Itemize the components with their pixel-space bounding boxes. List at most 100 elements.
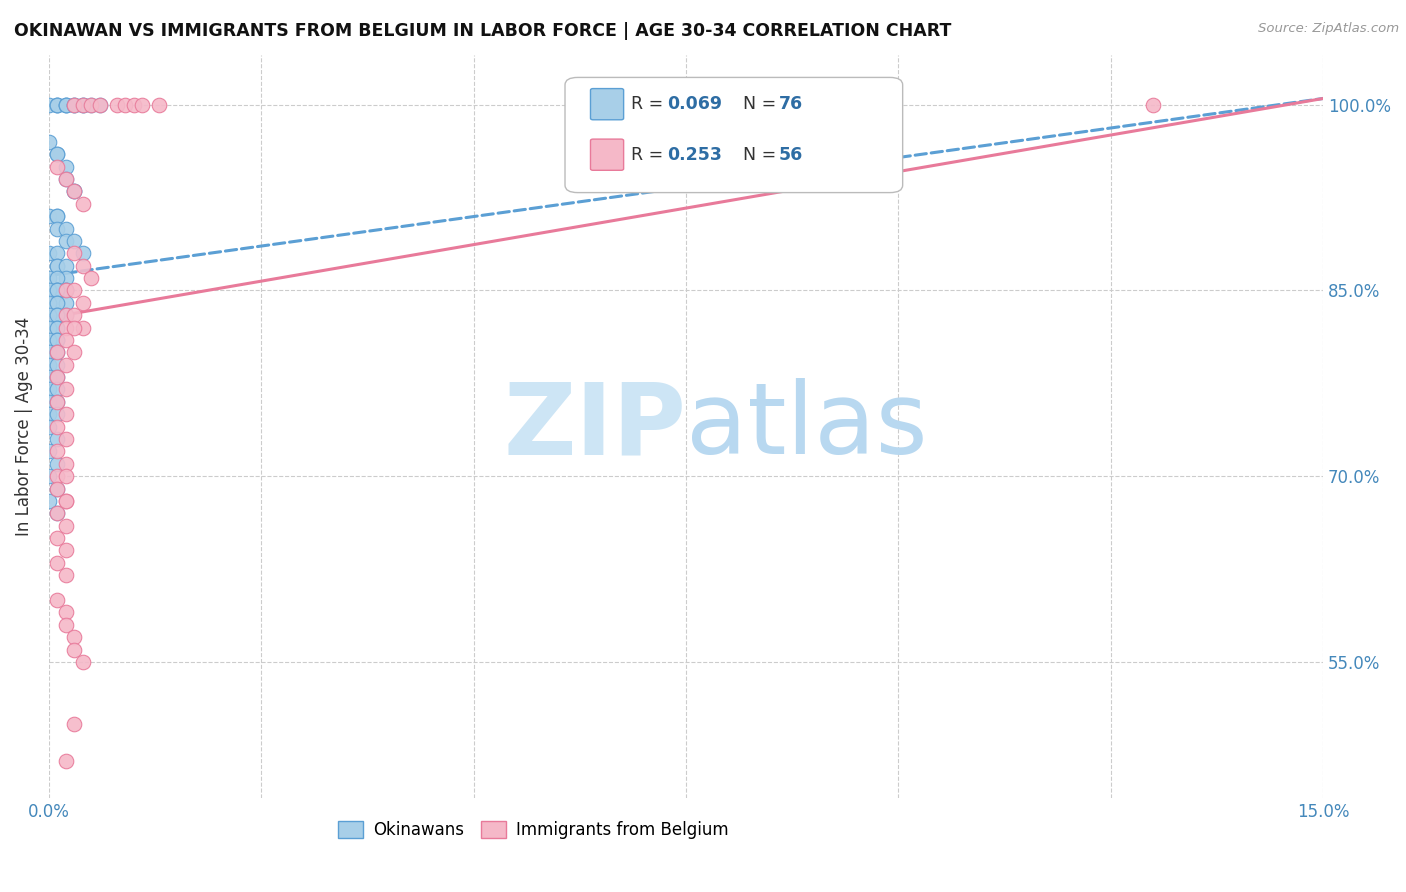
Point [55,432,77,446]
Point [46,531,69,545]
Text: 0.069: 0.069 [666,95,721,113]
Point [63,345,86,359]
Point [38,308,60,322]
Point [38,97,60,112]
Point [46,333,69,347]
Point [38,209,60,223]
Text: atlas: atlas [686,378,928,475]
Point [46,444,69,458]
Point [46,209,69,223]
Point [55,284,77,298]
Point [72,295,94,310]
Point [46,97,69,112]
Point [63,630,86,644]
Point [131,97,153,112]
Point [63,97,86,112]
Point [46,370,69,384]
Point [38,444,60,458]
Point [72,97,94,112]
Point [38,383,60,397]
Point [63,234,86,248]
Point [46,506,69,520]
Point [46,506,69,520]
Point [38,333,60,347]
Point [55,160,77,174]
Point [46,407,69,421]
Point [46,345,69,359]
Point [55,320,77,334]
Point [46,295,69,310]
Point [46,97,69,112]
Point [55,617,77,632]
Point [55,494,77,508]
Point [148,97,170,112]
Point [55,97,77,112]
FancyBboxPatch shape [565,78,903,193]
Point [72,246,94,260]
Point [46,308,69,322]
Point [63,185,86,199]
Point [63,308,86,322]
Point [55,568,77,582]
Point [38,358,60,372]
Point [55,469,77,483]
Point [55,754,77,768]
Point [55,284,77,298]
Text: R =: R = [631,145,669,164]
Point [46,370,69,384]
Point [46,482,69,496]
Point [55,271,77,285]
Point [55,457,77,471]
Point [55,284,77,298]
Point [46,469,69,483]
Point [46,358,69,372]
Point [46,284,69,298]
Point [46,295,69,310]
Text: 76: 76 [779,95,803,113]
Point [38,395,60,409]
Text: Source: ZipAtlas.com: Source: ZipAtlas.com [1258,22,1399,36]
Point [46,147,69,161]
Point [55,407,77,421]
Point [63,185,86,199]
Point [114,97,136,112]
Point [105,97,128,112]
Point [46,284,69,298]
Point [46,333,69,347]
Point [55,606,77,620]
Point [46,320,69,334]
FancyBboxPatch shape [591,88,624,120]
Point [89,97,111,112]
Point [46,259,69,273]
Point [72,655,94,669]
Text: N =: N = [744,145,782,164]
Point [38,345,60,359]
Point [63,97,86,112]
Point [55,234,77,248]
Point [46,246,69,260]
Point [55,172,77,186]
Text: N =: N = [744,95,782,113]
Point [55,308,77,322]
Point [46,160,69,174]
Point [55,358,77,372]
Point [55,97,77,112]
Point [55,333,77,347]
Point [63,284,86,298]
Point [80,97,103,112]
Point [46,345,69,359]
Point [55,221,77,235]
Point [46,556,69,570]
Point [80,271,103,285]
Y-axis label: In Labor Force | Age 30-34: In Labor Force | Age 30-34 [15,317,32,536]
Point [46,308,69,322]
Point [72,259,94,273]
Point [72,320,94,334]
Point [46,271,69,285]
Point [55,518,77,533]
Point [46,395,69,409]
Point [46,97,69,112]
Point [122,97,145,112]
Point [72,196,94,211]
Point [55,308,77,322]
